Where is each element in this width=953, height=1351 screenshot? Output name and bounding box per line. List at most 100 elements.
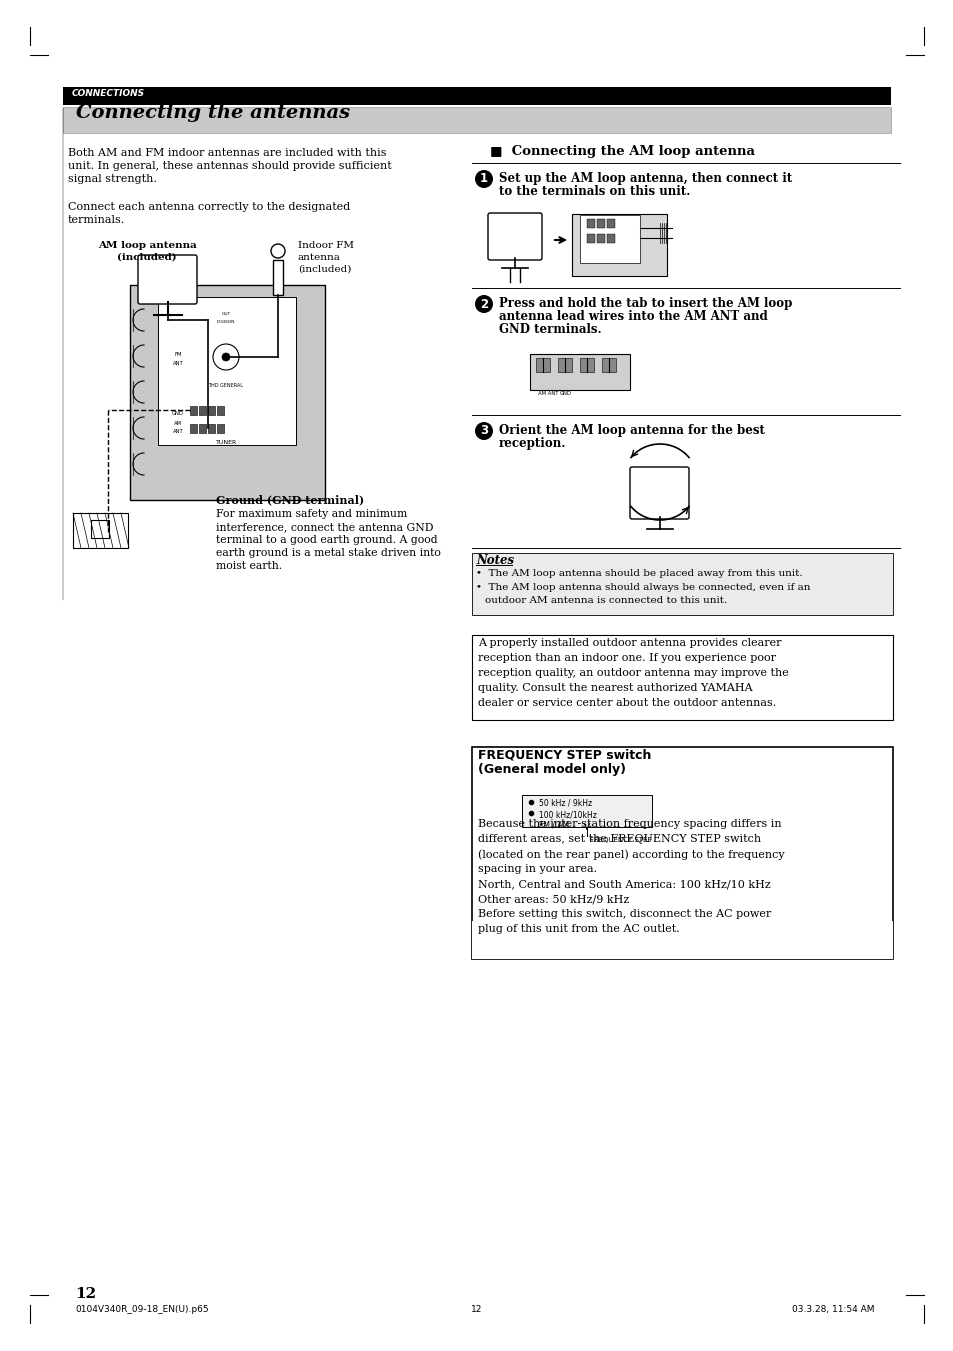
FancyBboxPatch shape — [199, 424, 206, 434]
FancyBboxPatch shape — [273, 259, 283, 295]
FancyBboxPatch shape — [91, 520, 109, 538]
Text: Other areas: 50 kHz/9 kHz: Other areas: 50 kHz/9 kHz — [477, 894, 629, 904]
FancyBboxPatch shape — [536, 358, 550, 372]
Circle shape — [475, 170, 493, 188]
Text: moist earth.: moist earth. — [215, 561, 282, 571]
FancyBboxPatch shape — [530, 354, 629, 390]
Text: earth ground is a metal stake driven into: earth ground is a metal stake driven int… — [215, 549, 440, 558]
Text: reception.: reception. — [498, 436, 566, 450]
FancyBboxPatch shape — [597, 234, 604, 243]
Text: to the terminals on this unit.: to the terminals on this unit. — [498, 185, 690, 199]
Text: ■  Connecting the AM loop antenna: ■ Connecting the AM loop antenna — [490, 145, 754, 158]
Text: Orient the AM loop antenna for the best: Orient the AM loop antenna for the best — [498, 424, 764, 436]
Text: FREQUENCY STEP: FREQUENCY STEP — [589, 838, 651, 843]
Text: 50 kHz / 9kHz: 50 kHz / 9kHz — [538, 798, 592, 808]
Text: 03.3.28, 11:54 AM: 03.3.28, 11:54 AM — [792, 1305, 874, 1315]
Text: (included): (included) — [117, 253, 176, 262]
FancyBboxPatch shape — [558, 358, 572, 372]
Text: outdoor AM antenna is connected to this unit.: outdoor AM antenna is connected to this … — [484, 596, 726, 605]
FancyBboxPatch shape — [63, 107, 890, 132]
FancyBboxPatch shape — [579, 215, 639, 263]
Text: Ground (GND terminal): Ground (GND terminal) — [215, 494, 364, 505]
Text: Because the inter-station frequency spacing differs in: Because the inter-station frequency spac… — [477, 819, 781, 830]
Circle shape — [475, 295, 493, 313]
FancyBboxPatch shape — [138, 255, 196, 304]
Text: A properly installed outdoor antenna provides clearer: A properly installed outdoor antenna pro… — [477, 638, 781, 648]
Text: AM: AM — [173, 422, 182, 426]
FancyBboxPatch shape — [472, 553, 892, 615]
Text: TUNER: TUNER — [216, 440, 237, 444]
Text: 2: 2 — [479, 297, 488, 311]
Text: quality. Consult the nearest authorized YAMAHA: quality. Consult the nearest authorized … — [477, 684, 752, 693]
Text: 0104V340R_09-18_EN(U).p65: 0104V340R_09-18_EN(U).p65 — [75, 1305, 209, 1315]
Text: GND: GND — [559, 390, 571, 396]
Text: DIGISON: DIGISON — [216, 320, 235, 324]
Text: antenna: antenna — [297, 253, 340, 262]
FancyBboxPatch shape — [158, 297, 295, 444]
Text: reception than an indoor one. If you experience poor: reception than an indoor one. If you exp… — [477, 653, 775, 663]
Text: AM ANT: AM ANT — [537, 390, 558, 396]
Text: FREQUENCY STEP switch: FREQUENCY STEP switch — [477, 748, 651, 762]
FancyBboxPatch shape — [606, 219, 615, 228]
Text: Connect each antenna correctly to the designated: Connect each antenna correctly to the de… — [68, 203, 350, 212]
FancyBboxPatch shape — [521, 794, 651, 827]
FancyBboxPatch shape — [572, 213, 666, 276]
Text: terminals.: terminals. — [68, 215, 125, 226]
FancyBboxPatch shape — [579, 358, 594, 372]
Text: plug of this unit from the AC outlet.: plug of this unit from the AC outlet. — [477, 924, 679, 934]
Text: CONNECTIONS: CONNECTIONS — [71, 89, 145, 99]
FancyBboxPatch shape — [606, 234, 615, 243]
Text: Notes: Notes — [476, 554, 514, 567]
Text: signal strength.: signal strength. — [68, 174, 156, 184]
FancyBboxPatch shape — [597, 219, 604, 228]
Text: interference, connect the antenna GND: interference, connect the antenna GND — [215, 521, 433, 532]
FancyBboxPatch shape — [586, 219, 595, 228]
Text: unit. In general, these antennas should provide sufficient: unit. In general, these antennas should … — [68, 161, 392, 172]
Circle shape — [222, 353, 230, 361]
FancyBboxPatch shape — [629, 467, 688, 519]
Text: terminal to a good earth ground. A good: terminal to a good earth ground. A good — [215, 535, 437, 544]
Text: (located on the rear panel) according to the frequency: (located on the rear panel) according to… — [477, 848, 783, 859]
FancyBboxPatch shape — [472, 635, 892, 720]
FancyBboxPatch shape — [488, 213, 541, 259]
Text: Connecting the antennas: Connecting the antennas — [76, 104, 350, 122]
FancyBboxPatch shape — [208, 424, 214, 434]
Text: •  The AM loop antenna should be placed away from this unit.: • The AM loop antenna should be placed a… — [476, 569, 801, 578]
FancyBboxPatch shape — [208, 407, 214, 415]
Text: 12: 12 — [75, 1288, 96, 1301]
FancyBboxPatch shape — [216, 424, 224, 434]
Text: 3: 3 — [479, 424, 488, 438]
Circle shape — [475, 422, 493, 440]
Text: For maximum safety and minimum: For maximum safety and minimum — [215, 509, 407, 519]
Circle shape — [213, 345, 239, 370]
Text: antenna lead wires into the AM ANT and: antenna lead wires into the AM ANT and — [498, 309, 767, 323]
Text: GND terminals.: GND terminals. — [498, 323, 601, 336]
Text: Set up the AM loop antenna, then connect it: Set up the AM loop antenna, then connect… — [498, 172, 791, 185]
Text: different areas, set the FREQUENCY STEP switch: different areas, set the FREQUENCY STEP … — [477, 834, 760, 844]
FancyBboxPatch shape — [586, 234, 595, 243]
Text: Before setting this switch, disconnect the AC power: Before setting this switch, disconnect t… — [477, 909, 770, 919]
Text: Both AM and FM indoor antennas are included with this: Both AM and FM indoor antennas are inclu… — [68, 149, 386, 158]
FancyBboxPatch shape — [199, 407, 206, 415]
FancyBboxPatch shape — [601, 358, 616, 372]
Text: 100 kHz/10kHz: 100 kHz/10kHz — [538, 811, 597, 819]
Text: THD GENERAL: THD GENERAL — [209, 382, 243, 388]
Circle shape — [271, 245, 285, 258]
Text: 12: 12 — [471, 1305, 482, 1315]
FancyBboxPatch shape — [472, 921, 892, 959]
Text: ANT: ANT — [172, 361, 183, 366]
Text: reception quality, an outdoor antenna may improve the: reception quality, an outdoor antenna ma… — [477, 667, 788, 678]
Text: ANT: ANT — [172, 430, 183, 434]
FancyBboxPatch shape — [216, 407, 224, 415]
Text: 1: 1 — [479, 173, 488, 185]
Text: North, Central and South America: 100 kHz/10 kHz: North, Central and South America: 100 kH… — [477, 880, 770, 889]
FancyBboxPatch shape — [63, 86, 890, 105]
FancyBboxPatch shape — [472, 747, 892, 959]
Text: Press and hold the tab to insert the AM loop: Press and hold the tab to insert the AM … — [498, 297, 792, 309]
Text: FM: FM — [174, 353, 182, 357]
FancyBboxPatch shape — [130, 285, 325, 500]
FancyBboxPatch shape — [190, 407, 196, 415]
Text: (included): (included) — [297, 265, 351, 274]
Text: spacing in your area.: spacing in your area. — [477, 865, 597, 874]
Text: Indoor FM: Indoor FM — [297, 240, 354, 250]
